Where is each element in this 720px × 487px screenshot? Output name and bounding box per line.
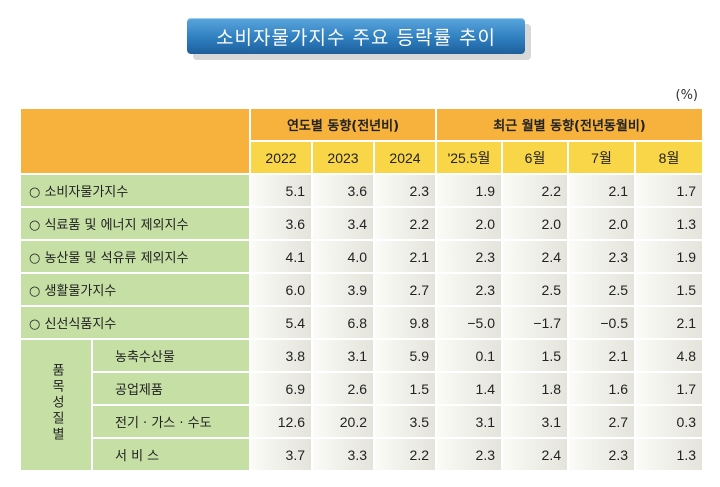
row-label: ○ 소비자물가지수 [21, 175, 249, 206]
value-cell: 2.3 [569, 439, 634, 470]
value-cell: 6.9 [251, 373, 311, 404]
column-header: 2022 [251, 142, 311, 173]
header-annual: 연도별 동향(전년비) [251, 109, 435, 140]
value-cell: 1.6 [569, 373, 634, 404]
value-cell: 4.1 [251, 241, 311, 272]
value-cell: 2.0 [437, 208, 501, 239]
value-cell: 3.3 [313, 439, 373, 470]
value-cell: 6.8 [313, 307, 373, 338]
row-label: ○ 농산물 및 석유류 제외지수 [21, 241, 249, 272]
value-cell: 1.3 [636, 439, 702, 470]
unit-label: (%) [675, 88, 699, 103]
value-cell: 2.1 [375, 241, 435, 272]
table-row: ○ 식료품 및 에너지 제외지수 3.6 3.4 2.2 2.0 2.0 2.0 1.3 [21, 208, 702, 239]
value-cell: 3.1 [437, 406, 501, 437]
row-label: ○ 신선식품지수 [21, 307, 249, 338]
value-cell: 3.1 [503, 406, 567, 437]
subrow-label: 전기 · 가스 · 수도 [93, 406, 249, 437]
value-cell: 2.1 [636, 307, 702, 338]
value-cell: 3.8 [251, 340, 311, 371]
page-title: 소비자물가지수 주요 등락률 추이 [187, 18, 525, 54]
row-label: ○ 식료품 및 에너지 제외지수 [21, 208, 249, 239]
table-row: 공업제품 6.9 2.6 1.5 1.4 1.8 1.6 1.7 [21, 373, 702, 404]
header-blank [21, 109, 249, 173]
value-cell: 2.5 [569, 274, 634, 305]
value-cell: 3.4 [313, 208, 373, 239]
value-cell: 1.9 [437, 175, 501, 206]
value-cell: 2.3 [569, 241, 634, 272]
value-cell: 1.8 [503, 373, 567, 404]
value-cell: 5.1 [251, 175, 311, 206]
value-cell: 2.3 [437, 241, 501, 272]
value-cell: 0.3 [636, 406, 702, 437]
value-cell: 5.4 [251, 307, 311, 338]
value-cell: 2.6 [313, 373, 373, 404]
cpi-table: 연도별 동향(전년비) 최근 월별 동향(전년동월비) 2022 2023 2024… [19, 107, 704, 472]
subrow-label: 농축수산물 [93, 340, 249, 371]
value-cell: 1.3 [636, 208, 702, 239]
value-cell: 3.7 [251, 439, 311, 470]
value-cell: 3.6 [251, 208, 311, 239]
value-cell: 2.0 [569, 208, 634, 239]
value-cell: 6.0 [251, 274, 311, 305]
value-cell: 2.2 [503, 175, 567, 206]
value-cell: 2.1 [569, 340, 634, 371]
value-cell: 5.9 [375, 340, 435, 371]
value-cell: 2.4 [503, 439, 567, 470]
group-cell: 품목성질별 [21, 340, 91, 470]
value-cell: 3.6 [313, 175, 373, 206]
header-monthly: 최근 월별 동향(전년동월비) [437, 109, 702, 140]
table-row: ○ 농산물 및 석유류 제외지수 4.1 4.0 2.1 2.3 2.4 2.3 1.9 [21, 241, 702, 272]
value-cell: 1.4 [437, 373, 501, 404]
table-row: 전기 · 가스 · 수도 12.6 20.2 3.5 3.1 3.1 2.7 0.3 [21, 406, 702, 437]
value-cell: −0.5 [569, 307, 634, 338]
value-cell: 3.5 [375, 406, 435, 437]
value-cell: 1.7 [636, 175, 702, 206]
subrow-label: 서 비 스 [93, 439, 249, 470]
value-cell: 2.7 [569, 406, 634, 437]
value-cell: 2.0 [503, 208, 567, 239]
column-header: 2023 [313, 142, 373, 173]
value-cell: 9.8 [375, 307, 435, 338]
column-header: 7월 [569, 142, 634, 173]
value-cell: 0.1 [437, 340, 501, 371]
value-cell: 2.2 [375, 208, 435, 239]
value-cell: 20.2 [313, 406, 373, 437]
value-cell: 1.9 [636, 241, 702, 272]
column-header: 2024 [375, 142, 435, 173]
column-header: 8월 [636, 142, 702, 173]
value-cell: 3.1 [313, 340, 373, 371]
value-cell: 2.2 [375, 439, 435, 470]
value-cell: 1.5 [375, 373, 435, 404]
value-cell: 4.8 [636, 340, 702, 371]
column-header: '25.5월 [437, 142, 501, 173]
value-cell: 2.1 [569, 175, 634, 206]
value-cell: 3.9 [313, 274, 373, 305]
value-cell: −5.0 [437, 307, 501, 338]
row-label: ○ 생활물가지수 [21, 274, 249, 305]
value-cell: 2.3 [437, 439, 501, 470]
value-cell: 1.5 [636, 274, 702, 305]
value-cell: 2.3 [375, 175, 435, 206]
subrow-label: 공업제품 [93, 373, 249, 404]
table-row: 서 비 스 3.7 3.3 2.2 2.3 2.4 2.3 1.3 [21, 439, 702, 470]
group-label: 품목성질별 [49, 363, 64, 443]
value-cell: 2.5 [503, 274, 567, 305]
value-cell: −1.7 [503, 307, 567, 338]
column-header: 6월 [503, 142, 567, 173]
value-cell: 2.7 [375, 274, 435, 305]
value-cell: 2.4 [503, 241, 567, 272]
table-row: ○ 소비자물가지수 5.1 3.6 2.3 1.9 2.2 2.1 1.7 [21, 175, 702, 206]
table-row: 품목성질별 농축수산물 3.8 3.1 5.9 0.1 1.5 2.1 4.8 [21, 340, 702, 470]
value-cell: 2.3 [437, 274, 501, 305]
value-cell: 12.6 [251, 406, 311, 437]
table-row: ○ 신선식품지수 5.4 6.8 9.8 −5.0 −1.7 −0.5 2.1 [21, 307, 702, 338]
value-cell: 1.7 [636, 373, 702, 404]
table-row: ○ 생활물가지수 6.0 3.9 2.7 2.3 2.5 2.5 1.5 [21, 274, 702, 305]
value-cell: 1.5 [503, 340, 567, 371]
value-cell: 4.0 [313, 241, 373, 272]
